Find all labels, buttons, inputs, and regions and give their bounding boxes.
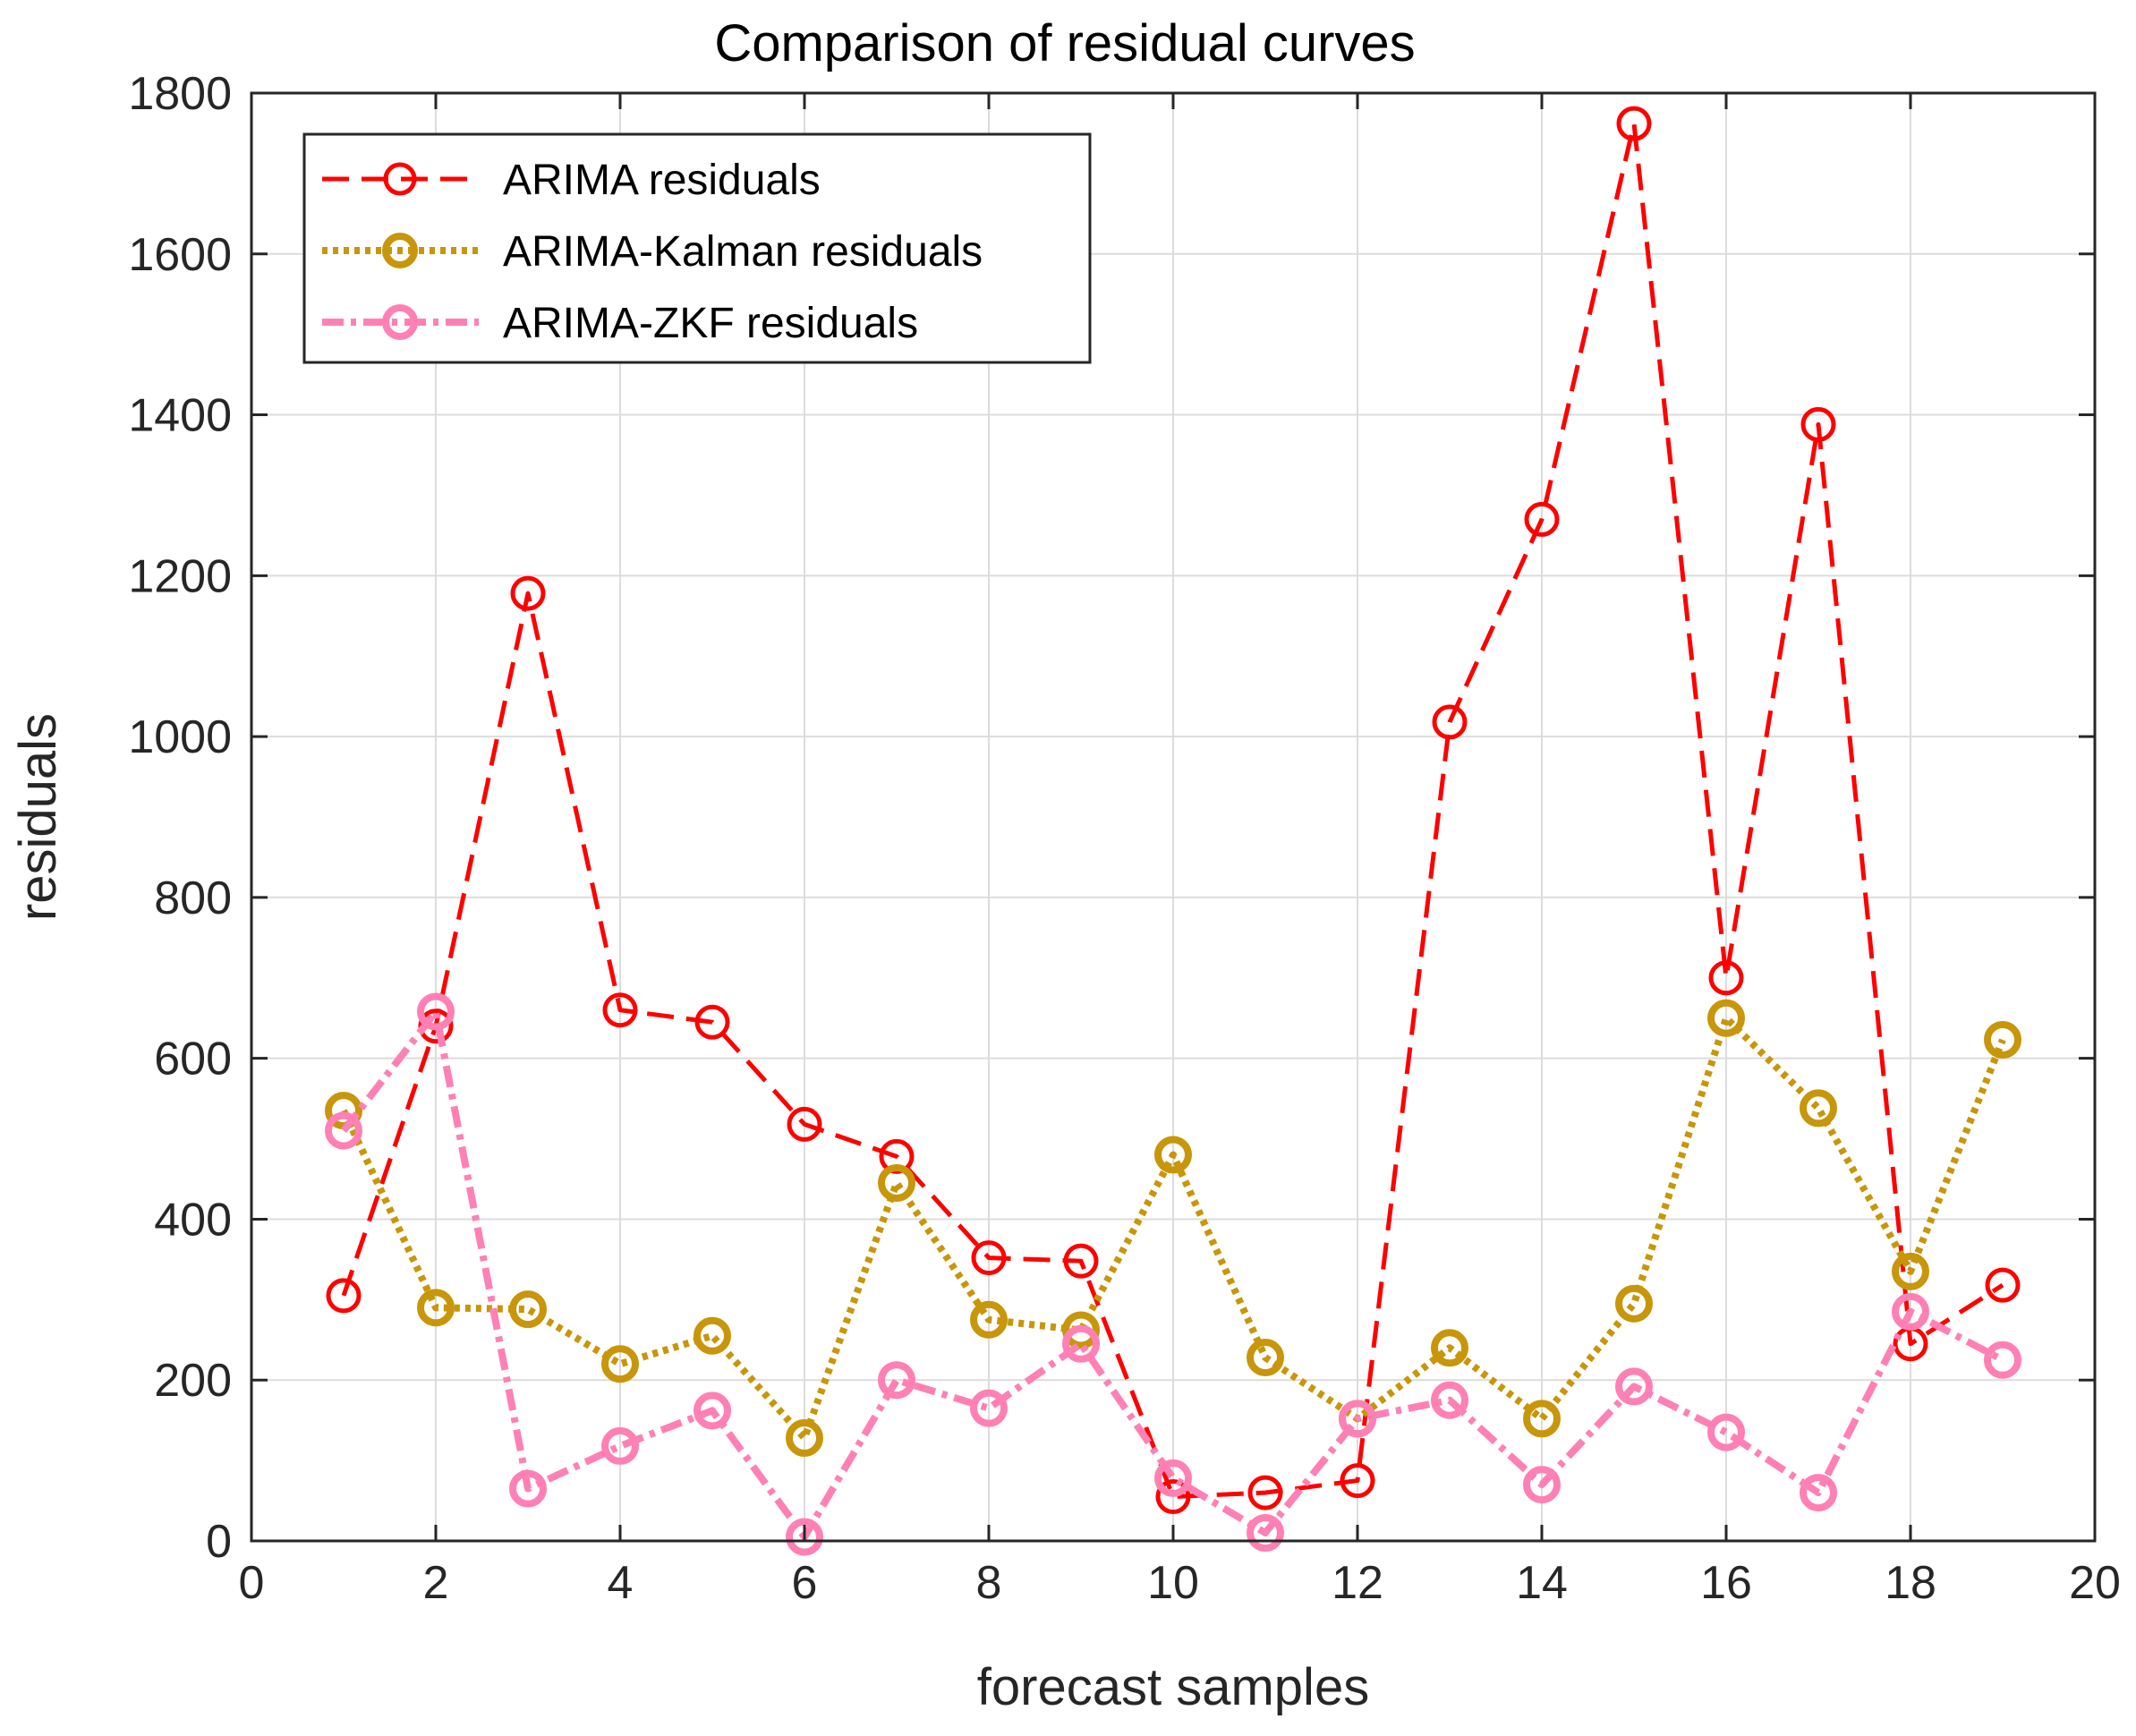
data-point-arima <box>1247 1475 1283 1510</box>
data-point-arima <box>1985 1267 2021 1303</box>
data-point-zkf <box>1339 1400 1376 1438</box>
data-point-kalman <box>1984 1020 2021 1059</box>
y-tick-label: 1400 <box>128 390 232 442</box>
data-point-arima <box>1340 1463 1375 1499</box>
data-point-arima <box>326 1278 362 1314</box>
data-point-kalman <box>1523 1400 1561 1438</box>
data-point-arima <box>694 1004 730 1040</box>
x-tick-label: 16 <box>1700 1557 1752 1609</box>
data-point-zkf <box>1615 1367 1653 1406</box>
series-line-arima <box>341 121 2004 1500</box>
legend-marker-kalman <box>382 233 418 268</box>
data-point-zkf <box>1154 1459 1192 1497</box>
y-tick-label: 1200 <box>128 550 232 602</box>
data-point-arima <box>1800 406 1836 442</box>
data-point-kalman <box>1247 1339 1284 1377</box>
legend: ARIMA residuals ARIMA-Kalman residuals A… <box>302 132 1092 364</box>
x-tick-label: 10 <box>1147 1557 1199 1609</box>
data-point-arima <box>510 575 546 611</box>
data-point-kalman <box>1615 1284 1653 1323</box>
data-point-kalman <box>417 1289 455 1327</box>
data-point-kalman <box>970 1300 1008 1339</box>
data-point-zkf <box>1523 1466 1561 1504</box>
data-point-arima <box>1063 1243 1099 1279</box>
data-point-kalman <box>1154 1136 1192 1174</box>
y-tick-label: 200 <box>154 1355 232 1407</box>
data-point-arima <box>1432 704 1468 740</box>
x-tick-label: 20 <box>2069 1557 2121 1609</box>
data-point-kalman <box>1431 1329 1468 1367</box>
data-point-zkf <box>1892 1292 1929 1331</box>
y-tick-label: 0 <box>206 1516 232 1568</box>
x-tick-label: 2 <box>423 1557 449 1609</box>
series-layer <box>325 106 2021 1556</box>
data-point-arima <box>879 1138 915 1174</box>
series-line-kalman <box>340 1014 2006 1442</box>
data-point-zkf <box>509 1469 547 1508</box>
x-tick-label: 4 <box>608 1557 634 1609</box>
y-tick-label: 800 <box>154 872 232 924</box>
x-tick-label: 12 <box>1332 1557 1383 1609</box>
legend-label-zkf: ARIMA-ZKF residuals <box>503 300 918 347</box>
y-tick-label: 400 <box>154 1194 232 1246</box>
data-point-zkf <box>1707 1413 1745 1451</box>
legend-marker-arima <box>383 162 417 196</box>
y-axis-label: residuals <box>9 713 67 921</box>
x-tick-label: 8 <box>976 1557 1002 1609</box>
data-point-arima <box>1524 501 1560 537</box>
data-point-kalman <box>786 1418 823 1457</box>
x-tick-label: 0 <box>239 1557 265 1609</box>
data-point-arima <box>1708 960 1744 996</box>
data-point-arima <box>1155 1479 1191 1515</box>
data-point-zkf <box>1984 1340 2021 1379</box>
legend-label-arima: ARIMA residuals <box>503 157 821 204</box>
y-tick-label: 1600 <box>128 229 232 281</box>
data-point-zkf <box>601 1426 639 1465</box>
data-point-zkf <box>1431 1381 1468 1419</box>
y-tick-label: 1000 <box>128 711 232 763</box>
data-point-arima <box>971 1240 1007 1276</box>
data-point-arima <box>787 1106 822 1142</box>
legend-label-kalman: ARIMA-Kalman residuals <box>503 228 983 276</box>
data-point-zkf <box>786 1518 823 1556</box>
ticks: 0 2 4 6 8 10 12 14 16 18 2002004006008001000120014… <box>128 68 2121 1609</box>
x-tick-label: 6 <box>792 1557 818 1609</box>
data-point-kalman <box>1707 999 1745 1037</box>
data-point-kalman <box>601 1345 639 1383</box>
data-point-zkf <box>694 1391 731 1430</box>
data-point-arima <box>1616 106 1652 141</box>
data-point-arima <box>602 992 638 1028</box>
data-point-zkf <box>417 992 455 1031</box>
data-point-zkf <box>1247 1514 1284 1553</box>
chart-title: Comparison of residual curves <box>714 14 1415 72</box>
data-point-zkf <box>1062 1324 1100 1363</box>
series-zkf <box>325 992 2021 1556</box>
data-point-kalman <box>878 1163 915 1202</box>
data-point-kalman <box>509 1290 547 1329</box>
x-axis-label: forecast samples <box>977 1658 1369 1716</box>
x-tick-label: 14 <box>1516 1557 1568 1609</box>
data-point-zkf <box>1800 1474 1837 1512</box>
x-tick-label: 18 <box>1885 1557 1936 1609</box>
legend-marker-zkf <box>382 304 418 340</box>
data-point-kalman <box>1800 1089 1837 1128</box>
data-point-kalman <box>1062 1311 1100 1349</box>
data-point-zkf <box>970 1389 1008 1427</box>
data-point-kalman <box>1892 1252 1929 1290</box>
y-tick-label: 1800 <box>128 68 232 120</box>
y-tick-label: 600 <box>154 1034 232 1085</box>
data-point-kalman <box>694 1316 731 1355</box>
data-point-zkf <box>325 1111 362 1150</box>
data-point-zkf <box>878 1361 915 1400</box>
